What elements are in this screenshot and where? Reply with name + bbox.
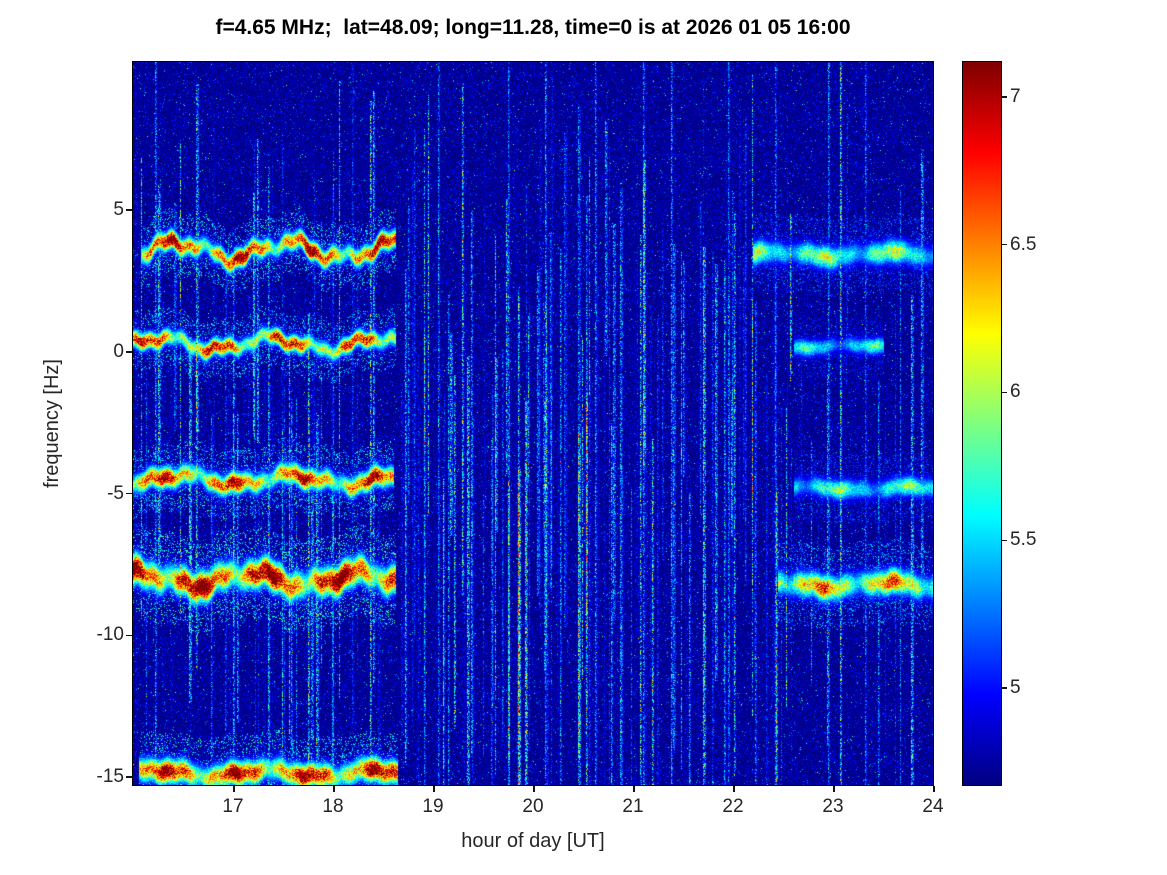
y-tick-label: 5: [113, 199, 124, 220]
x-tick-mark: [333, 786, 335, 792]
x-tick-label: 23: [822, 796, 844, 817]
x-tick-mark: [833, 786, 835, 792]
colorbar-tick-label: 6: [1010, 381, 1021, 403]
x-tick-label: 19: [422, 796, 444, 817]
x-tick-label: 18: [322, 796, 344, 817]
y-tick-mark: [126, 634, 132, 637]
y-tick-label: -5: [107, 482, 124, 504]
spectrogram-canvas: [132, 61, 934, 786]
y-axis-label: frequency [Hz]: [28, 62, 76, 785]
y-tick-label: -10: [96, 624, 124, 646]
y-tick-mark: [126, 209, 132, 211]
x-tick-label: 17: [222, 796, 244, 817]
colorbar-tick-mark: [1002, 687, 1007, 689]
x-tick-mark: [233, 786, 235, 792]
colorbar-canvas: [962, 61, 1002, 786]
colorbar-tick-mark: [1002, 539, 1007, 541]
colorbar-tick-label: 5: [1010, 677, 1021, 699]
colorbar-tick-label: 5.5: [1010, 529, 1037, 551]
x-tick-label: 21: [622, 796, 644, 817]
colorbar-tick-mark: [1002, 391, 1007, 394]
x-tick-mark: [933, 786, 935, 792]
x-axis-label: hour of day [UT]: [461, 830, 605, 852]
x-tick-mark: [633, 786, 635, 792]
y-tick-label: -15: [96, 766, 124, 788]
y-tick-mark: [126, 492, 132, 495]
chart-title: f=4.65 MHz; lat=48.09; long=11.28, time=…: [215, 16, 851, 39]
y-axis-label-text: frequency [Hz]: [40, 359, 63, 488]
colorbar-tick-label: 7: [1010, 85, 1021, 107]
x-tick-mark: [533, 786, 535, 792]
x-tick-mark: [433, 786, 435, 792]
x-tick-label: 24: [922, 796, 944, 817]
x-tick-label: 20: [522, 796, 544, 817]
x-tick-label: 22: [722, 796, 744, 817]
y-tick-mark: [126, 776, 132, 778]
y-tick-mark: [126, 351, 132, 353]
colorbar-tick-mark: [1002, 96, 1007, 98]
colorbar-tick-label: 6.5: [1010, 233, 1037, 255]
colorbar-tick-mark: [1002, 243, 1007, 246]
x-tick-mark: [733, 786, 735, 792]
y-tick-label: 0: [113, 340, 124, 362]
